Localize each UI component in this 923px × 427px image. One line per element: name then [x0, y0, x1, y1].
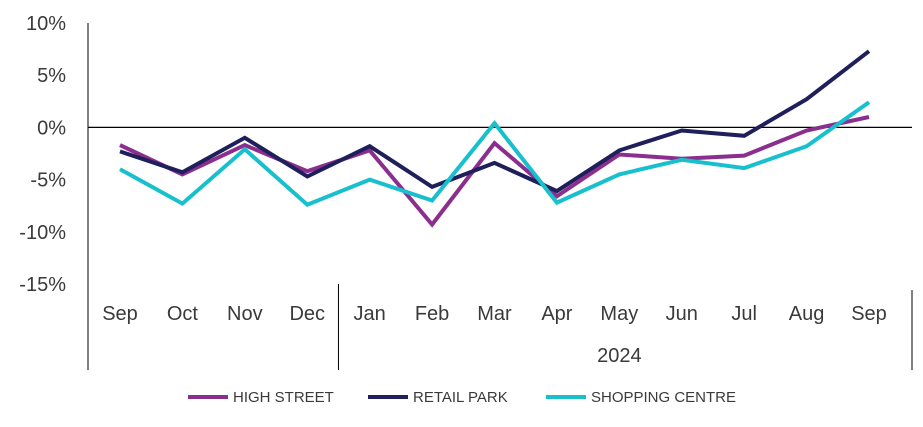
x-axis-tick-labels: Sep Oct Nov Dec Jan Feb Mar Apr May Jun Jul Aug Sep [102, 303, 887, 325]
x-tick-label: Jun [666, 303, 698, 325]
x-tick-label: Nov [227, 303, 263, 325]
x-tick-label: Jan [354, 303, 386, 325]
x-tick-label: Sep [102, 303, 138, 325]
legend-item: HIGH STREET [188, 389, 334, 406]
y-axis-tick-labels: 10% 5% 0% -5% -10% -15% [19, 13, 66, 296]
series-line-retail-park [119, 49, 871, 194]
x-tick-label: Oct [167, 303, 199, 325]
x-tick-label: Mar [477, 303, 512, 325]
y-tick-label: 10% [26, 13, 66, 35]
x-tick-label: Dec [289, 303, 325, 325]
series-line-high-street [119, 115, 870, 228]
series-lines [119, 49, 871, 228]
y-tick-label: 0% [37, 117, 66, 139]
y-tick-label: -5% [30, 170, 66, 192]
x-axis-group-label: 2024 [597, 345, 642, 367]
x-tick-label: Jul [731, 303, 757, 325]
legend-label: SHOPPING CENTRE [591, 389, 736, 406]
legend: HIGH STREET RETAIL PARK SHOPPING CENTRE [188, 389, 736, 406]
x-tick-label: Apr [541, 303, 572, 325]
legend-label: RETAIL PARK [413, 389, 508, 406]
x-axis-group-dividers [87, 284, 913, 370]
legend-item: RETAIL PARK [368, 389, 508, 406]
x-tick-label: Feb [415, 303, 449, 325]
y-tick-label: -15% [19, 274, 66, 296]
x-tick-label: Sep [851, 303, 887, 325]
y-tick-label: -10% [19, 222, 66, 244]
x-tick-label: May [600, 303, 638, 325]
legend-label: HIGH STREET [233, 389, 334, 406]
legend-item: SHOPPING CENTRE [546, 389, 736, 406]
series-line-shopping-centre [119, 100, 871, 208]
y-tick-label: 5% [37, 65, 66, 87]
x-tick-label: Aug [789, 303, 825, 325]
